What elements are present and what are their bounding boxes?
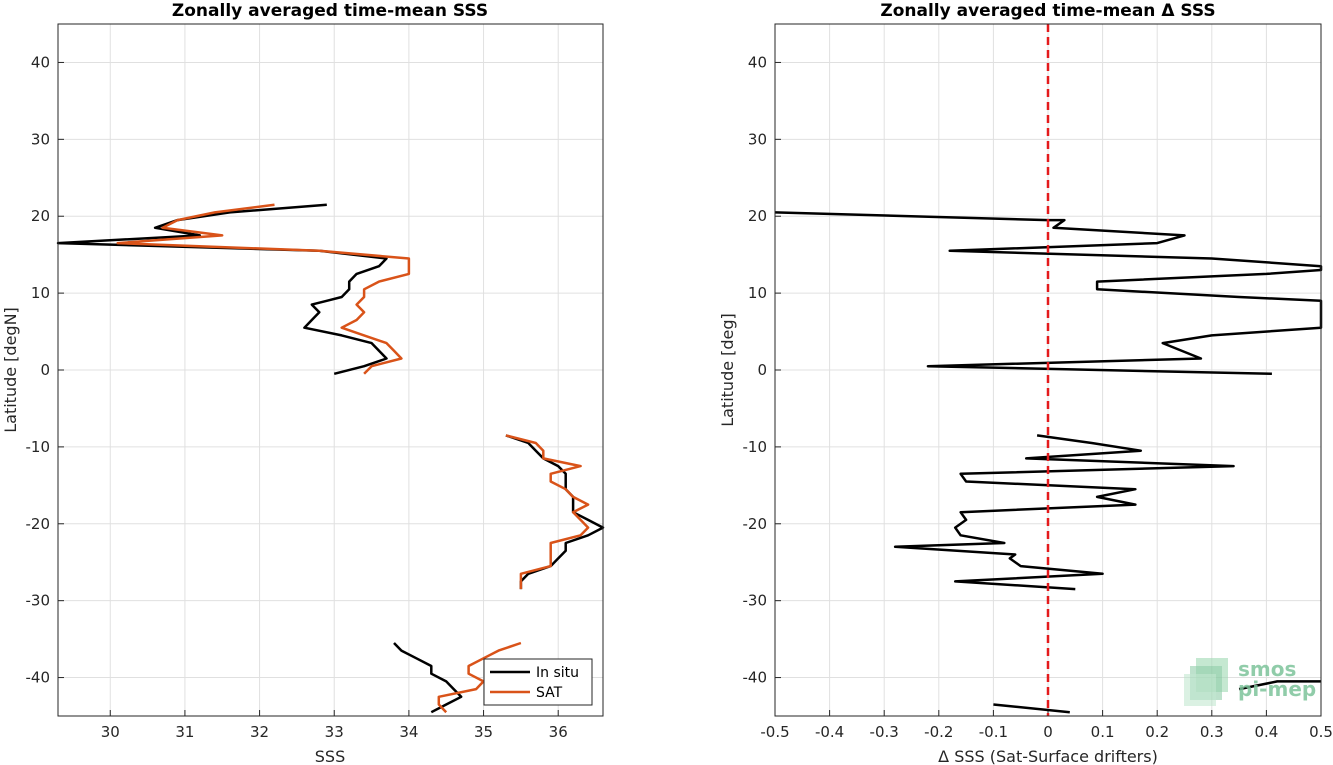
delta-sss-chart-title: Zonally averaged time-mean Δ SSS — [880, 1, 1215, 21]
delta-sss-y-axis-label: Latitude [deg] — [718, 313, 737, 427]
sss-series-sat-line — [505, 434, 590, 590]
delta-sss-y-tick-label: 20 — [748, 207, 767, 225]
delta-sss-y-tick-label: 30 — [748, 130, 767, 148]
delta-sss-y-tick-label: -10 — [743, 438, 768, 456]
sss-x-tick-label: 35 — [474, 723, 493, 741]
sss-axes-box — [57, 23, 604, 717]
sss-x-tick-label: 33 — [325, 723, 344, 741]
delta-sss-y-tick-label: 10 — [748, 284, 767, 302]
sss-y-tick-label: 20 — [31, 207, 50, 225]
sss-y-tick-label: 40 — [31, 53, 50, 71]
delta-sss-y-tick-label: -30 — [743, 592, 768, 610]
legend: In situ SAT — [483, 658, 593, 706]
delta-sss-x-tick-label: -0.5 — [760, 723, 789, 741]
sss-x-tick-label: 31 — [175, 723, 194, 741]
legend-sat-label: SAT — [536, 685, 563, 701]
delta-sss-y-tick-label: -20 — [743, 515, 768, 533]
delta-sss-series-delta-line — [993, 703, 1070, 714]
delta-sss-series-delta-line — [1238, 680, 1321, 691]
delta-sss-lines — [774, 211, 1323, 714]
sss-y-tick-label: -30 — [26, 592, 51, 610]
delta-sss-y-tick-label: 40 — [748, 53, 767, 71]
logo-text-pi-mep: pi-mep — [1238, 677, 1316, 701]
delta-sss-y-tick-label: 0 — [757, 361, 767, 379]
sss-y-tick-label: 30 — [31, 130, 50, 148]
sss-ticks: 30 31 32 33 34 35 36 -40 -30 -20 -10 0 10 20 30 40 — [26, 53, 568, 741]
sss-grid — [58, 24, 603, 716]
delta-sss-x-axis-label: Δ SSS (Sat-Surface drifters) — [938, 747, 1158, 765]
sss-y-tick-label: -10 — [26, 438, 51, 456]
delta-sss-panel: Zonally averaged time-mean Δ SSS -0.5 -0.… — [718, 1, 1333, 765]
sss-x-tick-label: 36 — [549, 723, 568, 741]
sss-x-tick-label: 34 — [399, 723, 418, 741]
delta-sss-x-tick-label: 0.4 — [1254, 723, 1278, 741]
sss-lines — [56, 203, 605, 714]
logo-text-smos: smos — [1238, 657, 1296, 681]
delta-sss-series-delta-line — [893, 434, 1235, 591]
delta-sss-x-tick-label: -0.2 — [924, 723, 953, 741]
smos-pi-mep-logo: smos pi-mep — [1184, 657, 1316, 706]
delta-sss-x-tick-label: -0.4 — [815, 723, 844, 741]
legend-in-situ-label: In situ — [536, 665, 579, 681]
logo-layer-3 — [1184, 674, 1216, 706]
sss-series-in-situ-line — [393, 642, 463, 714]
sss-series-in-situ-line — [505, 434, 605, 590]
sss-y-tick-label: 10 — [31, 284, 50, 302]
sss-y-tick-label: 0 — [40, 361, 50, 379]
sss-x-axis-label: SSS — [315, 747, 345, 765]
sss-series-sat-line — [116, 203, 411, 375]
delta-sss-x-tick-label: -0.1 — [979, 723, 1008, 741]
delta-sss-x-tick-label: 0 — [1043, 723, 1053, 741]
delta-sss-x-tick-label: 0.1 — [1091, 723, 1115, 741]
sss-series-in-situ-line — [56, 203, 388, 376]
sss-series-sat-line — [437, 641, 522, 714]
sss-y-tick-label: -40 — [26, 669, 51, 687]
legend-box — [483, 658, 593, 706]
sss-x-tick-label: 30 — [101, 723, 120, 741]
delta-sss-x-tick-label: 0.5 — [1309, 723, 1333, 741]
delta-sss-x-tick-label: -0.3 — [870, 723, 899, 741]
delta-sss-x-tick-label: 0.3 — [1200, 723, 1224, 741]
sss-chart-title: Zonally averaged time-mean SSS — [172, 1, 488, 21]
sss-y-axis-label: Latitude [degN] — [1, 307, 20, 433]
delta-sss-series-delta-line — [774, 211, 1323, 376]
delta-sss-y-tick-label: -40 — [743, 669, 768, 687]
sss-panel: Zonally averaged time-mean SSS 30 31 32 33 3… — [1, 1, 605, 765]
delta-sss-axes-box — [774, 23, 1322, 717]
delta-sss-x-tick-label: 0.2 — [1145, 723, 1169, 741]
sss-y-tick-label: -20 — [26, 515, 51, 533]
delta-sss-ticks: -0.5 -0.4 -0.3 -0.2 -0.1 0 0.1 0.2 0.3 0.4 0.5 -40 -… — [743, 53, 1333, 741]
sss-x-tick-label: 32 — [250, 723, 269, 741]
